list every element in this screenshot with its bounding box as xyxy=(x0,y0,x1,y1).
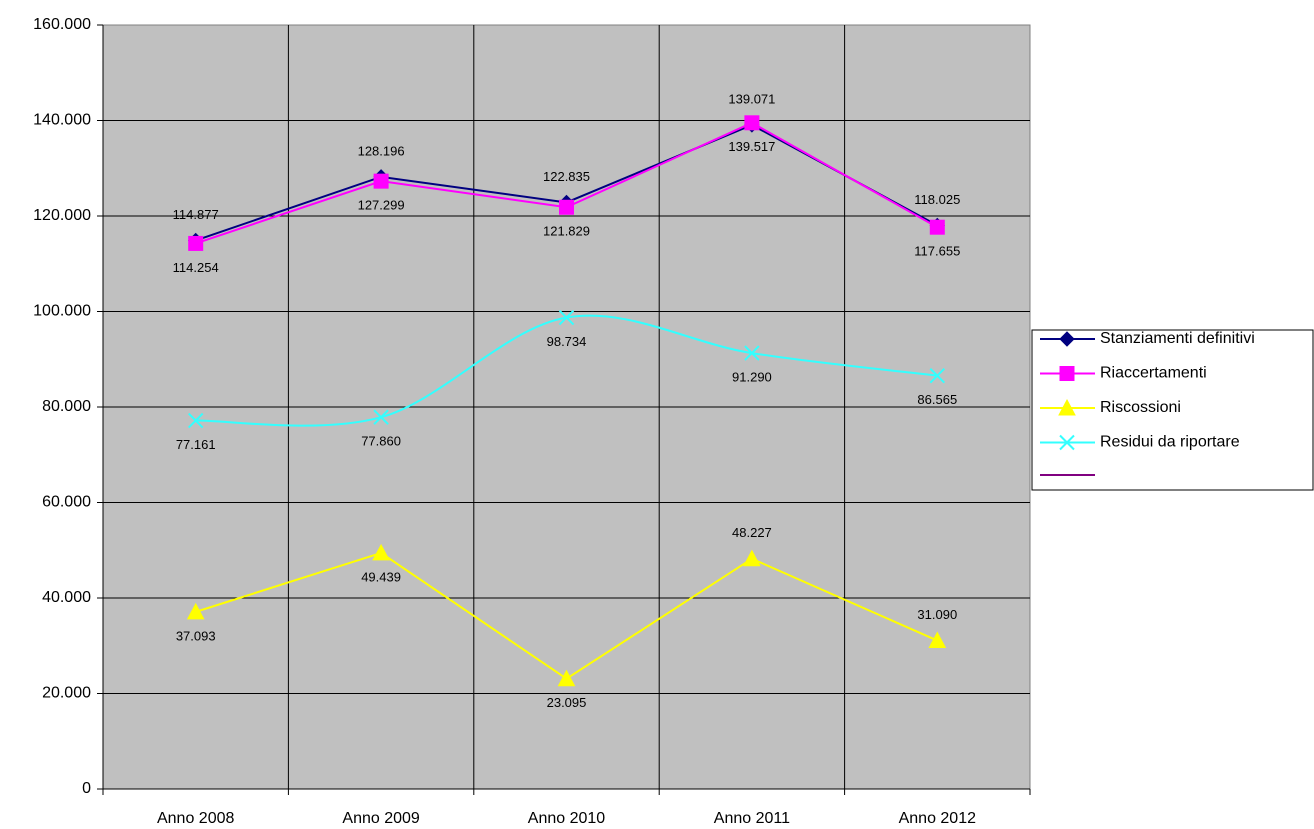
legend-label: Stanziamenti definitivi xyxy=(1100,330,1255,347)
data-label: 139.071 xyxy=(728,91,775,106)
y-tick-label: 40.000 xyxy=(42,589,91,606)
data-label: 114.254 xyxy=(173,260,219,275)
x-tick-label: Anno 2008 xyxy=(157,810,235,827)
x-tick-label: Anno 2011 xyxy=(714,810,790,827)
data-label: 48.227 xyxy=(732,525,772,540)
data-label: 118.025 xyxy=(914,192,960,207)
data-label: 31.090 xyxy=(917,607,957,622)
marker xyxy=(558,309,575,326)
x-tick-label: Anno 2010 xyxy=(528,810,606,827)
data-label: 117.655 xyxy=(914,244,960,259)
marker xyxy=(557,669,576,687)
marker xyxy=(559,199,574,215)
marker xyxy=(186,602,205,620)
x-tick-label: Anno 2009 xyxy=(342,810,420,827)
marker xyxy=(929,367,946,384)
y-tick-label: 120.000 xyxy=(33,207,91,224)
x-tick-label: Anno 2012 xyxy=(899,810,977,827)
data-label: 139.517 xyxy=(728,139,775,154)
legend-label: Residui da riportare xyxy=(1100,434,1240,451)
y-tick-label: 80.000 xyxy=(42,398,91,415)
data-label: 37.093 xyxy=(176,628,216,643)
marker xyxy=(744,115,760,131)
marker xyxy=(372,543,390,561)
data-label: 49.439 xyxy=(361,569,401,584)
data-label: 77.860 xyxy=(361,434,401,449)
data-label: 77.161 xyxy=(176,437,216,452)
marker xyxy=(187,412,204,429)
data-label: 122.835 xyxy=(543,169,590,184)
data-label: 91.290 xyxy=(732,370,772,385)
marker xyxy=(928,631,947,649)
marker xyxy=(929,219,945,235)
data-label: 127.299 xyxy=(358,198,405,213)
y-tick-label: 140.000 xyxy=(33,112,91,129)
marker xyxy=(743,549,761,567)
data-label: 23.095 xyxy=(547,695,587,710)
marker xyxy=(1059,331,1075,347)
legend-label: Riaccertamenti xyxy=(1100,365,1207,382)
data-label: 98.734 xyxy=(547,334,587,349)
marker xyxy=(373,173,389,189)
marker xyxy=(1058,398,1076,416)
marker xyxy=(1059,366,1075,381)
y-tick-label: 160.000 xyxy=(33,16,91,33)
legend xyxy=(1031,329,1314,491)
data-label: 128.196 xyxy=(358,143,405,158)
data-label: 121.829 xyxy=(543,224,590,239)
data-label: 86.565 xyxy=(917,392,957,407)
y-tick-label: 100.000 xyxy=(33,303,91,320)
y-tick-label: 0 xyxy=(82,780,91,797)
y-tick-label: 20.000 xyxy=(42,685,91,702)
marker xyxy=(744,345,760,361)
y-tick-label: 60.000 xyxy=(42,494,91,511)
marker xyxy=(188,235,204,251)
data-label: 114.877 xyxy=(173,207,219,222)
marker xyxy=(373,409,389,425)
legend-label: Riscossioni xyxy=(1100,399,1181,416)
marker xyxy=(1059,434,1075,451)
